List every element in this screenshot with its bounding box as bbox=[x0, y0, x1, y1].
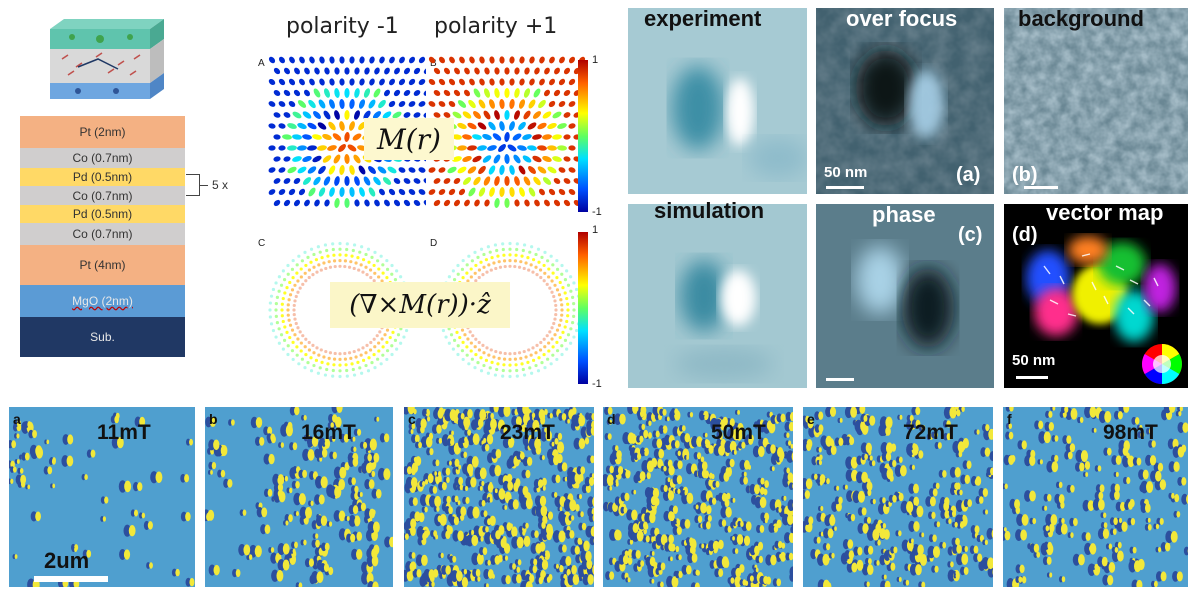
mfm-scale-label: 2um bbox=[44, 548, 90, 573]
stack-layer-label: Co (0.7nm) bbox=[72, 188, 133, 203]
stack-layer-pt-top: Pt (2nm) bbox=[20, 116, 185, 148]
stack-layer-co-2: Co (0.7nm) bbox=[20, 186, 185, 205]
curl-equation: (∇×M(r))·ẑ bbox=[330, 282, 510, 328]
tem-phase-scale-bar bbox=[826, 378, 854, 381]
stack-layer-label: Sub. bbox=[90, 330, 115, 344]
polarity-neg-title: polarity -1 bbox=[286, 14, 399, 39]
repeat-bracket bbox=[186, 174, 200, 196]
mfm-panel-letter: e bbox=[807, 411, 815, 427]
stack-layer-label: Pt (4nm) bbox=[79, 258, 126, 272]
mfm-field-label: 23mT bbox=[500, 421, 555, 444]
mfm-texture bbox=[9, 407, 195, 587]
panel-letter-c: C bbox=[258, 238, 266, 249]
polarity-pos-title: polarity +1 bbox=[434, 14, 558, 39]
tem-over-focus-title: over focus bbox=[846, 6, 958, 31]
color-wheel-icon bbox=[1142, 344, 1182, 384]
mfm-panel-letter: c bbox=[408, 411, 416, 427]
stack-layer-substrate: Sub. bbox=[20, 317, 185, 357]
mfm-panel-letter: f bbox=[1007, 411, 1012, 427]
stack-layer-label: Pt (2nm) bbox=[79, 125, 126, 139]
tem-background-scale-bar bbox=[1024, 186, 1058, 189]
tem-phase-image bbox=[816, 204, 994, 388]
stack-layer-label: Co (0.7nm) bbox=[72, 151, 133, 165]
tem-vector-scale-label: 50 nm bbox=[1012, 352, 1056, 369]
mfm-field-label: 11mT bbox=[97, 421, 151, 444]
mfm-texture bbox=[803, 407, 993, 587]
tem-simulation-title: simulation bbox=[654, 198, 765, 223]
stack-layer-mgo: MgO (2nm) bbox=[20, 285, 185, 317]
device-sketch bbox=[50, 19, 164, 99]
colorbar-bottom-min: -1 bbox=[592, 378, 602, 390]
mfm-field-label: 16mT bbox=[301, 421, 356, 444]
tem-background-title: background bbox=[1018, 6, 1144, 31]
mfm-texture bbox=[1003, 407, 1188, 587]
stack-layer-co-3: Co (0.7nm) bbox=[20, 223, 185, 245]
mfm-texture bbox=[404, 407, 594, 587]
mfm-panel-a: a 11mT bbox=[9, 407, 195, 587]
repeat-tick bbox=[200, 185, 208, 186]
mfm-scale-bar bbox=[34, 576, 108, 582]
panel-letter-d: D bbox=[430, 238, 438, 249]
stack-layer-co-1: Co (0.7nm) bbox=[20, 148, 185, 168]
mfm-panel-letter: a bbox=[13, 411, 21, 427]
stack-layer-pd-2: Pd (0.5nm) bbox=[20, 205, 185, 223]
tem-experiment-title: experiment bbox=[644, 6, 762, 31]
tem-experiment-image bbox=[628, 8, 807, 194]
stack-layer-label: Pd (0.5nm) bbox=[72, 207, 133, 221]
tem-scale-bar bbox=[826, 186, 864, 189]
tem-tag-c: (c) bbox=[958, 224, 983, 246]
mfm-texture bbox=[603, 407, 793, 587]
tem-vector-map-title: vector map bbox=[1046, 200, 1164, 225]
stack-layer-label: Co (0.7nm) bbox=[72, 227, 133, 241]
tem-tag-b: (b) bbox=[1012, 164, 1038, 186]
colorbar-bottom-max: 1 bbox=[592, 224, 599, 236]
mfm-field-label: 72mT bbox=[903, 421, 958, 444]
tem-simulation-image bbox=[628, 204, 807, 388]
tem-scale-label: 50 nm bbox=[824, 164, 868, 181]
tem-background-image bbox=[1004, 8, 1188, 194]
tem-tag-a: (a) bbox=[956, 164, 981, 186]
stack-layer-pt-bottom: Pt (4nm) bbox=[20, 245, 185, 285]
magnetization-equation: M(r) bbox=[364, 118, 454, 160]
panel-letter-a: A bbox=[258, 58, 265, 69]
repeat-label: 5 x bbox=[212, 178, 229, 192]
mfm-panel-c: c 23mT bbox=[404, 407, 594, 587]
mfm-field-label: 50mT bbox=[711, 421, 766, 444]
mfm-texture bbox=[205, 407, 393, 587]
tem-vector-scale-bar bbox=[1016, 376, 1048, 379]
colorbar-bottom bbox=[578, 232, 588, 384]
mfm-panel-d: d 50mT bbox=[603, 407, 793, 587]
stack-layer-pd-1: Pd (0.5nm) bbox=[20, 168, 185, 186]
panel-letter-b: B bbox=[430, 58, 437, 69]
mfm-panel-letter: d bbox=[607, 411, 616, 427]
mfm-panel-f: f 98mT bbox=[1003, 407, 1188, 587]
mfm-field-label: 98mT bbox=[1103, 421, 1158, 444]
tem-vector-map-image bbox=[1004, 204, 1188, 388]
colorbar-top bbox=[578, 60, 588, 212]
stack-layer-label: Pd (0.5nm) bbox=[72, 170, 133, 184]
tem-over-focus-image bbox=[816, 8, 994, 194]
mfm-panel-letter: b bbox=[209, 411, 218, 427]
tem-phase-title: phase bbox=[872, 202, 936, 227]
stack-layer-label: MgO (2nm) bbox=[72, 294, 133, 308]
tem-tag-d: (d) bbox=[1012, 224, 1038, 246]
mfm-panel-b: b 16mT bbox=[205, 407, 393, 587]
colorbar-top-max: 1 bbox=[592, 54, 599, 66]
colorbar-top-min: -1 bbox=[592, 206, 602, 218]
mfm-panel-e: e 72mT bbox=[803, 407, 993, 587]
